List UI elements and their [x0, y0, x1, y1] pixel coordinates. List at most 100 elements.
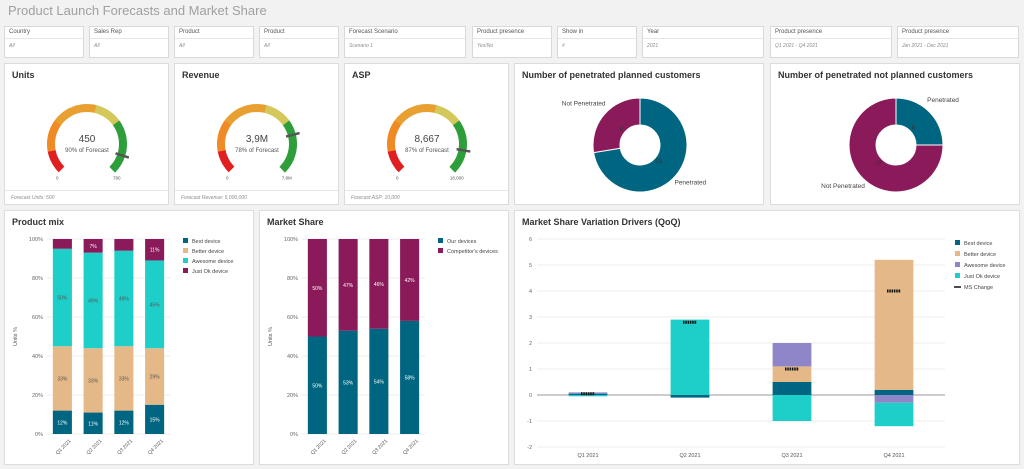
- donut-slice: [848, 97, 944, 193]
- x-tick-label: Q1 2021: [310, 438, 328, 456]
- gauge-arc-segment: [87, 104, 93, 113]
- filter-label: Product presence: [771, 27, 891, 39]
- y-tick-label: 5: [529, 263, 532, 269]
- stacked-bar-segment: [83, 412, 103, 434]
- donut-slice: [593, 97, 688, 193]
- legend-swatch: [438, 238, 443, 243]
- y-tick-label: 40%: [287, 354, 298, 360]
- legend-label: Our devices: [447, 239, 477, 245]
- filter-value: All: [9, 43, 15, 49]
- gauge-arc-segment: [217, 146, 226, 152]
- filter-forecast-scenario[interactable]: Forecast Scenario Scenario 1: [344, 26, 466, 58]
- filter-show-in[interactable]: Show in #: [557, 26, 637, 58]
- gauge-arc-segment: [264, 105, 272, 115]
- gauge-arc-segment: [68, 106, 77, 116]
- filter-product-presence-1[interactable]: Product presence Yes/No: [472, 26, 552, 58]
- gauge-arc-segment: [390, 124, 400, 132]
- y-axis-label: Units %: [268, 327, 274, 346]
- gauge-arc-segment: [82, 104, 88, 113]
- product-mix-panel[interactable]: Product mix 0% 20% 40% 60% 80% 100% Units % 12%…: [4, 210, 254, 465]
- legend-swatch: [955, 262, 960, 267]
- gauge-arc-segment: [57, 113, 67, 123]
- filter-product-1[interactable]: Product All: [174, 26, 254, 58]
- driver-bar-segment: [772, 343, 812, 367]
- filter-value: Yes/No: [477, 43, 494, 49]
- gauge-arc-segment: [118, 142, 128, 148]
- driver-bar-segment: [772, 395, 812, 421]
- donut-category-label: Not Penetrated: [562, 101, 606, 108]
- panel-title: Market Share Variation Drivers (QoQ): [522, 217, 681, 227]
- gauge-arc-segment: [268, 106, 276, 116]
- bar-data-label: 58%: [405, 375, 416, 381]
- donut-category-label: Penetrated: [927, 97, 959, 104]
- donut-category-label: Not Penetrated: [821, 183, 865, 190]
- donut-slice: [895, 97, 944, 146]
- filter-value: Scenario 1: [349, 43, 373, 49]
- filter-year[interactable]: Year 2021: [642, 26, 764, 58]
- bar-data-label: 33%: [119, 376, 130, 382]
- filter-country[interactable]: Country All: [4, 26, 84, 58]
- bar-data-label: 45%: [150, 302, 161, 308]
- donut-value-label: 18: [875, 160, 882, 166]
- gauge-arc-segment: [252, 104, 258, 113]
- filter-product-2[interactable]: Product All: [259, 26, 339, 58]
- filter-product-presence-3[interactable]: Product presence Jan 2021 - Dec 2021: [897, 26, 1019, 58]
- filter-label: Product: [260, 27, 338, 39]
- filter-value: Q1 2021 - Q4 2021: [775, 43, 818, 49]
- gauge-min-label: 0: [56, 176, 59, 181]
- legend-label: Best device: [192, 239, 220, 245]
- panel-footer: Forecast Units: 500: [5, 190, 168, 204]
- filter-product-presence-2[interactable]: Product presence Q1 2021 - Q4 2021: [770, 26, 892, 58]
- driver-bar-segment: [874, 402, 914, 427]
- gauge-arc-segment: [441, 108, 450, 118]
- y-tick-label: 0%: [35, 432, 43, 438]
- gauge-percent-label: 87% of Forecast: [405, 148, 449, 154]
- not-planned-customers-panel[interactable]: Number of penetrated not planned custome…: [770, 63, 1020, 205]
- gauge-arc-segment: [387, 142, 396, 148]
- gauge-arc-segment: [281, 160, 292, 170]
- panel-title: Market Share: [267, 217, 324, 227]
- gauge-arc-segment: [282, 120, 293, 129]
- y-tick-label: 20%: [287, 393, 298, 399]
- filter-sales-rep[interactable]: Sales Rep All: [89, 26, 169, 58]
- gauge-arc-segment: [55, 163, 65, 173]
- gauge-arc-segment: [47, 146, 56, 152]
- asp-gauge-panel[interactable]: ASP 8,667 87% of Forecast 0 18,000 Forecast…: [344, 63, 509, 205]
- legend-label: Awesome device: [192, 259, 233, 265]
- legend-label: Competitor's devices: [447, 249, 498, 255]
- gauge-arc-segment: [101, 108, 110, 118]
- filter-label: Year: [643, 27, 763, 39]
- bar-data-label: 33%: [57, 376, 68, 382]
- legend-label: Better device: [192, 249, 224, 255]
- gauge-arc-segment: [387, 137, 396, 143]
- revenue-gauge-panel[interactable]: Revenue 3,9M 78% of Forecast 0 7,8M Forecas…: [174, 63, 339, 205]
- gauge-percent-label: 78% of Forecast: [235, 148, 279, 154]
- units-gauge: 450 90% of Forecast 0 780: [47, 104, 130, 181]
- bar-data-label: 50%: [57, 296, 68, 302]
- market-share-panel[interactable]: Market Share 0% 20% 40% 60% 80% 100% Units % 50…: [259, 210, 509, 465]
- gauge-arc-segment: [287, 150, 297, 157]
- stacked-bar-segment: [145, 404, 165, 434]
- gauge-arc-segment: [112, 120, 123, 129]
- gauge-arc-segment: [50, 157, 60, 165]
- gauge-value: 3,9M: [246, 134, 268, 145]
- y-tick-label: 20%: [32, 393, 43, 399]
- driver-bar-segment: [874, 389, 914, 395]
- units-gauge-panel[interactable]: Units 450 90% of Forecast 0 780 Forecast Un…: [4, 63, 169, 205]
- stacked-bar-segment: [83, 252, 103, 349]
- filter-value: #: [562, 43, 565, 49]
- planned-customers-panel[interactable]: Number of penetrated planned customers 2…: [514, 63, 764, 205]
- gauge-arc-segment: [285, 153, 296, 162]
- stacked-bar-segment: [145, 239, 165, 261]
- gauge-arc-segment: [98, 106, 106, 116]
- gauge-value: 450: [79, 134, 96, 145]
- x-tick-label: Q1 2021: [577, 453, 598, 459]
- gauge-arc-segment: [94, 105, 102, 115]
- filter-value: 2021: [647, 43, 659, 49]
- ms-variation-panel[interactable]: Market Share Variation Drivers (QoQ) -2-…: [514, 210, 1020, 465]
- gauge-arc-segment: [422, 104, 428, 113]
- bar-data-label: 54%: [374, 379, 385, 385]
- y-tick-label: 3: [529, 315, 532, 321]
- legend-label: Best device: [964, 241, 992, 247]
- gauge-arc-segment: [107, 113, 117, 123]
